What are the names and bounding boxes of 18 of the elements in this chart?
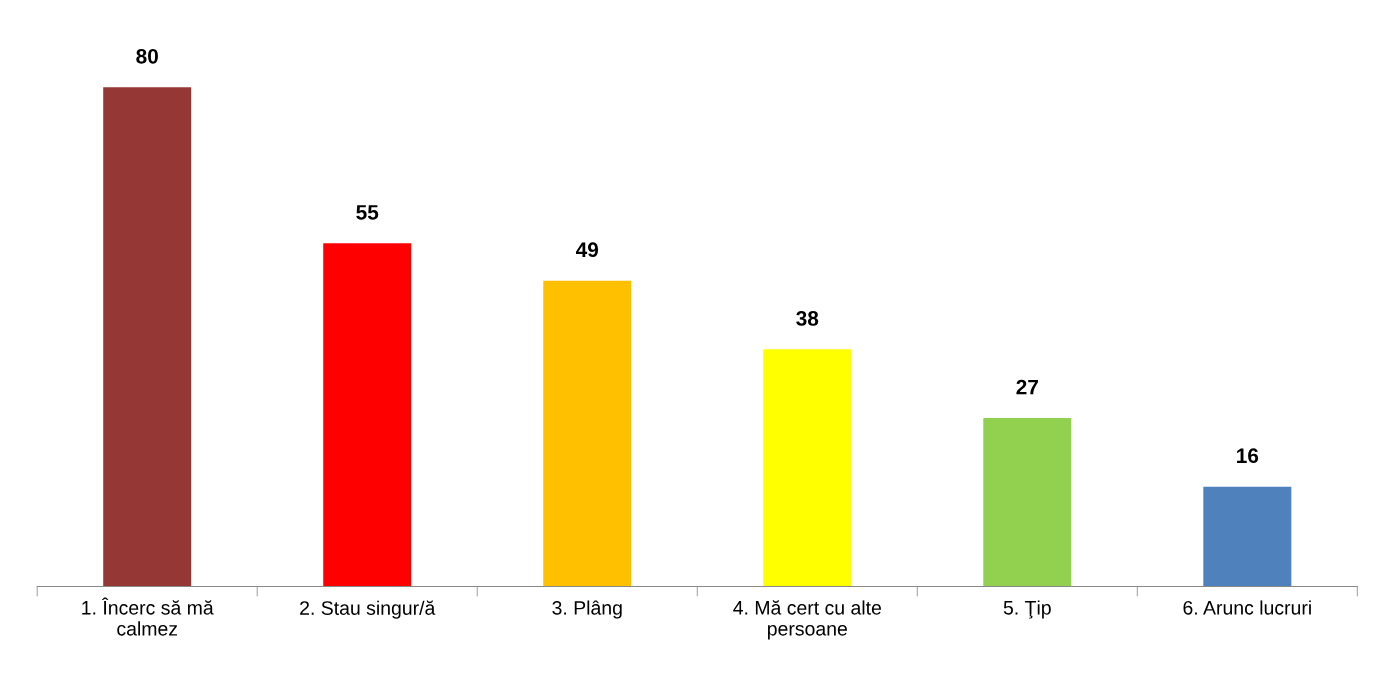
data-label: 38 [796,311,819,326]
bar [763,349,852,587]
x-tick-label: 6. Arunc lucruri [1183,600,1311,615]
data-label: 27 [1016,379,1038,395]
data-label: 16 [1237,448,1259,464]
x-tick-label: 2. Stau singur/ă [300,600,436,619]
data-label: 55 [356,205,379,220]
x-tick-label: 3. Plâng [552,600,622,619]
x-tick-label: 4. Mă cert cu alte persoane [733,600,881,640]
bar [543,280,632,587]
data-label: 80 [136,48,158,64]
bar [323,243,412,587]
bar [1203,486,1292,587]
bar [983,418,1072,587]
x-tick-label: 5. Ţip [1003,600,1051,619]
bar [103,87,192,587]
x-tick-label: 1. Încerc să mă calmez [82,597,214,636]
data-label: 49 [575,242,599,258]
